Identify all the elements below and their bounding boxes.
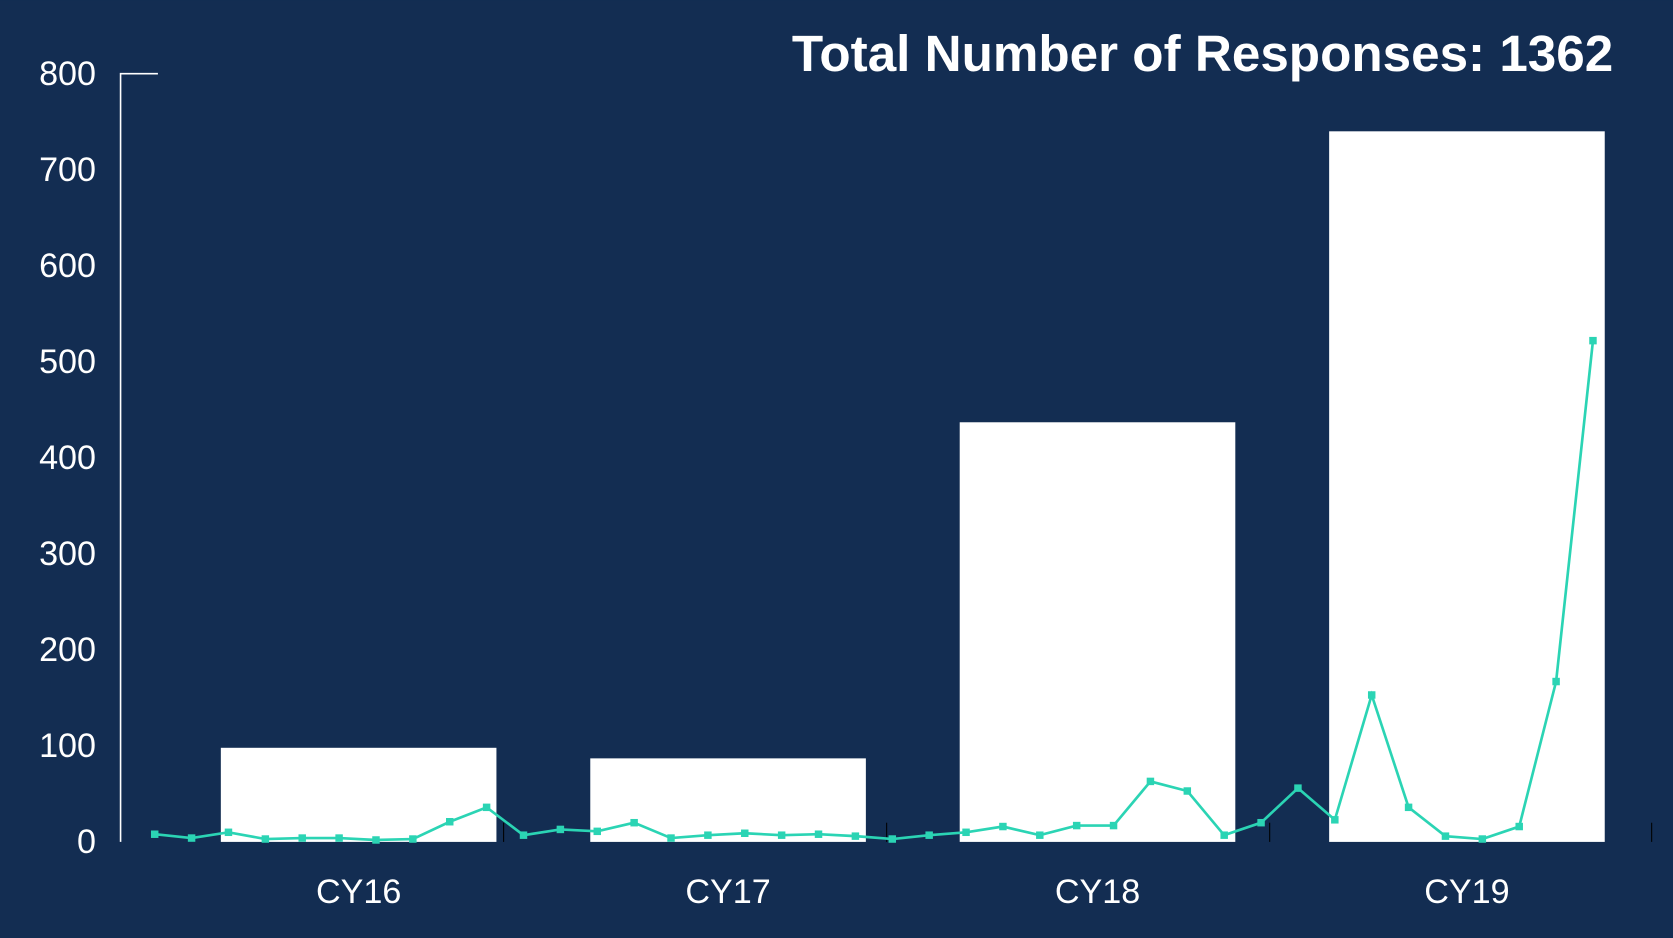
line-marker xyxy=(261,835,270,843)
y-tick-label: 700 xyxy=(39,151,96,189)
line-marker xyxy=(1109,821,1118,830)
bar xyxy=(959,422,1236,842)
line-marker xyxy=(1441,832,1450,840)
line-marker xyxy=(962,828,970,837)
y-tick-label: 500 xyxy=(39,343,96,381)
line-marker xyxy=(482,803,491,812)
line-marker xyxy=(556,825,565,834)
line-marker xyxy=(372,836,380,844)
line-marker xyxy=(1072,821,1081,830)
line-marker xyxy=(888,835,897,843)
line-marker xyxy=(1036,831,1044,839)
chart-title: Total Number of Responses: 1362 xyxy=(792,25,1613,82)
line-marker xyxy=(1552,677,1560,686)
line-marker xyxy=(667,834,675,842)
line-marker xyxy=(1146,777,1155,786)
line-marker xyxy=(446,818,454,826)
line-marker xyxy=(1257,818,1265,827)
bar xyxy=(590,758,866,842)
y-tick-label: 200 xyxy=(39,631,96,669)
line-marker xyxy=(335,834,343,842)
y-tick-label: 400 xyxy=(39,439,96,477)
x-tick-label: CY18 xyxy=(1055,873,1140,911)
line-marker xyxy=(1331,816,1339,824)
line-marker xyxy=(519,831,528,839)
line-marker xyxy=(999,822,1007,831)
line-marker xyxy=(1220,831,1228,839)
line-marker xyxy=(777,831,786,839)
x-tick-label: CY17 xyxy=(685,873,770,911)
y-tick-label: 0 xyxy=(77,823,96,861)
x-tick-label: CY19 xyxy=(1424,873,1509,911)
line-marker xyxy=(851,832,860,840)
y-axis xyxy=(119,72,158,842)
line-marker xyxy=(298,834,306,842)
x-tick-label: CY16 xyxy=(316,873,401,911)
line-marker xyxy=(925,831,933,839)
y-tick-label: 300 xyxy=(39,535,96,573)
line-marker xyxy=(1478,835,1487,843)
line-marker xyxy=(150,830,159,838)
line-marker xyxy=(741,829,749,837)
line-marker xyxy=(187,834,196,842)
line-marker xyxy=(1404,803,1413,812)
line-marker xyxy=(704,831,712,839)
y-tick-label: 800 xyxy=(39,55,96,93)
line-marker xyxy=(1294,784,1302,792)
bar xyxy=(220,747,497,842)
line-marker xyxy=(1515,822,1523,831)
line-marker xyxy=(409,835,417,843)
line-marker xyxy=(1183,787,1192,795)
y-tick-label: 100 xyxy=(39,727,96,765)
y-tick-label: 600 xyxy=(39,247,96,285)
line-marker xyxy=(814,830,823,838)
bar xyxy=(1329,131,1605,842)
line-marker xyxy=(630,818,638,827)
line-marker xyxy=(1589,336,1597,345)
line-marker xyxy=(1367,691,1376,699)
line-marker xyxy=(224,828,233,837)
line-marker xyxy=(593,827,601,836)
line xyxy=(154,340,1595,842)
